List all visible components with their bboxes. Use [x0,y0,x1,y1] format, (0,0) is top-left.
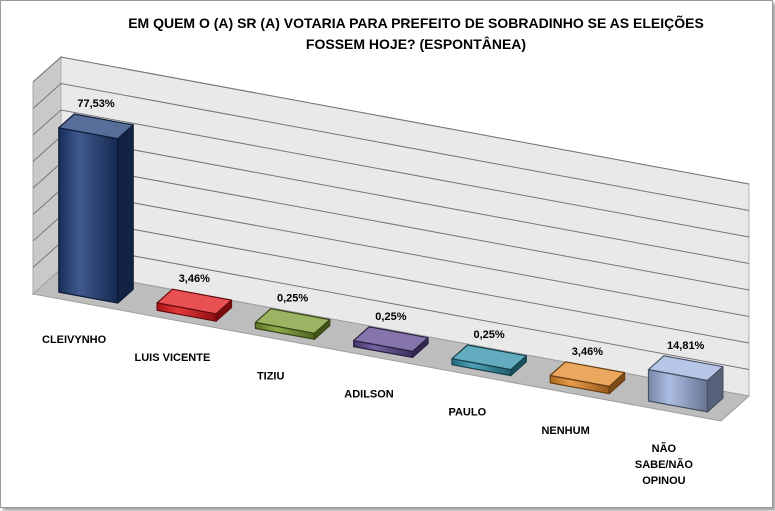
category-label: NÃO [652,442,677,455]
category-label: NENHUM [541,425,589,437]
bar [353,326,429,358]
data-label: 77,53% [77,98,115,110]
category-label: OPINOU [642,475,685,487]
bar-top [549,361,626,387]
bar [254,308,331,340]
bar-top [451,344,527,371]
data-label: 0,25% [277,293,308,305]
bar-series [58,113,724,413]
chart-title-line-2: FOSSEM HOJE? (ESPONTÂNEA) [306,35,526,52]
category-label: PAULO [448,407,486,419]
bar [451,344,527,377]
bar-top [58,113,134,140]
data-label: 0,25% [375,311,406,323]
chart-title-line-1: EM QUEM O (A) SR (A) VOTARIA PARA PREFEI… [128,14,704,31]
bar-top [156,288,233,315]
category-label: TIZIU [257,370,285,382]
bar [549,361,626,395]
data-label: 14,81% [667,340,705,352]
gridline [32,109,750,238]
bar [647,355,724,413]
bar-front [58,127,119,304]
bar [156,288,233,322]
category-label: LUIS VICENTE [135,352,211,364]
category-label: ADILSON [344,389,394,401]
bar-side [117,124,134,304]
data-label: 3,46% [572,346,603,358]
data-label: 0,25% [473,329,504,341]
category-label: CLEIVYNHO [42,334,107,346]
gridline [32,82,750,211]
gridline [32,56,750,185]
bar-top [647,355,724,382]
bar [58,113,134,304]
bar-top [254,308,331,334]
category-label: SABE/NÃO [635,458,694,471]
data-labels: 77,53% 3,46% 0,25% 0,25% 0,25% 3,46% 14,81% [77,98,704,358]
category-labels: CLEIVYNHO LUIS VICENTE TIZIU ADILSON PAULO NE… [42,334,693,487]
data-label: 3,46% [179,273,210,285]
chart-back-wall [31,55,751,422]
chart-title: EM QUEM O (A) SR (A) VOTARIA PARA PREFEI… [128,14,704,52]
bar-top [353,326,429,352]
